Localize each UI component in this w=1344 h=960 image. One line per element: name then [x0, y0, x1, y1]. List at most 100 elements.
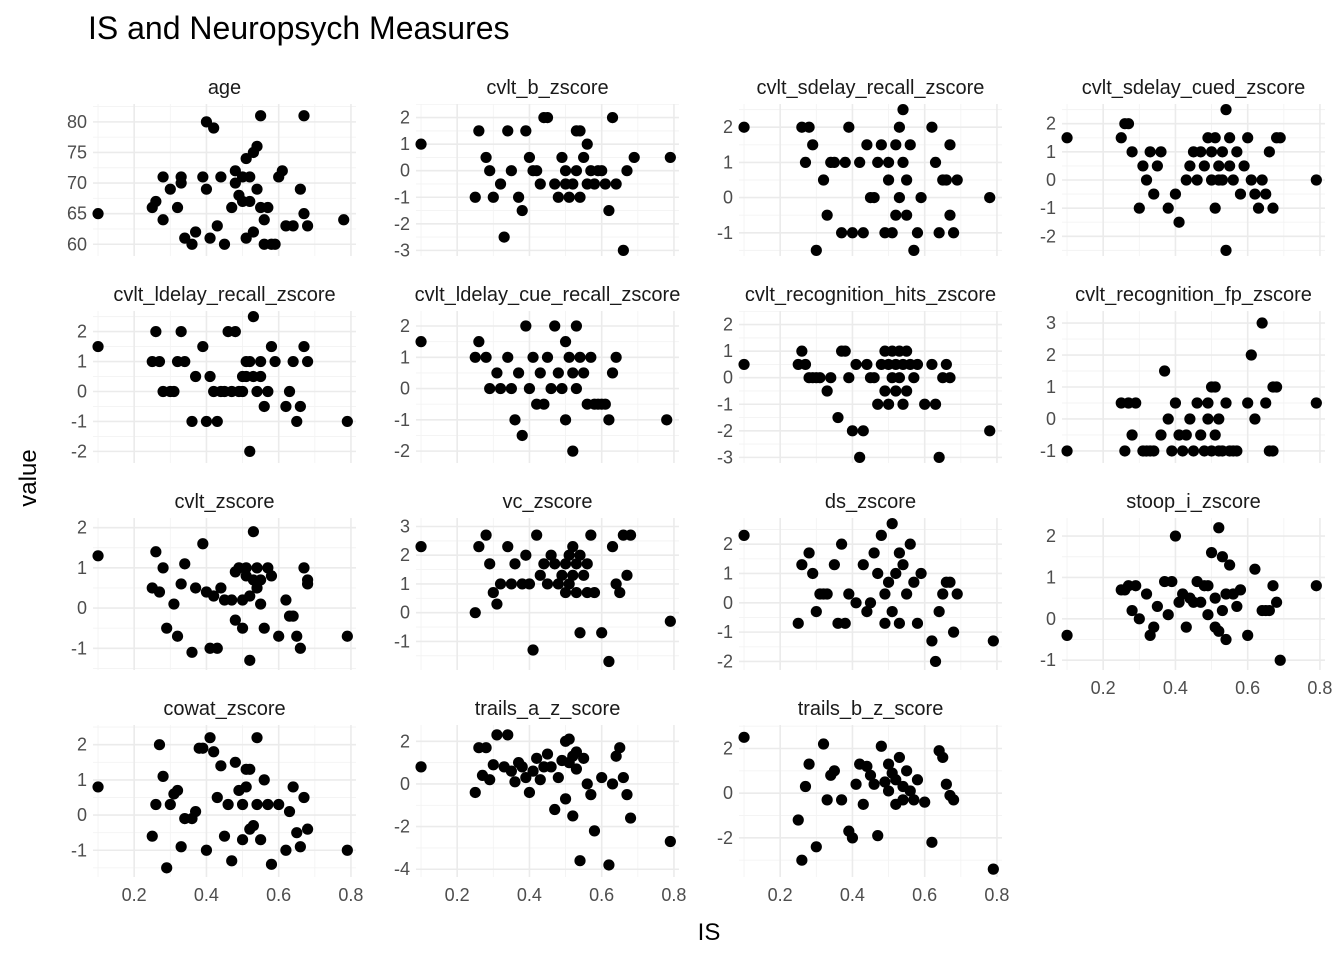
data-point: [821, 209, 833, 221]
data-point: [298, 562, 310, 574]
data-point: [1213, 160, 1225, 172]
data-point: [161, 862, 173, 874]
data-point: [570, 320, 583, 332]
data-point: [1202, 413, 1214, 425]
data-point: [1162, 202, 1174, 214]
data-point: [929, 156, 942, 169]
x-tick-label: 0.8: [338, 885, 363, 905]
data-point: [509, 558, 521, 570]
data-point: [617, 771, 629, 784]
data-point: [473, 125, 485, 137]
data-point: [92, 781, 104, 793]
x-tick-label: 0.2: [445, 885, 470, 905]
y-tick-label: 2: [723, 315, 733, 335]
facet-gridlines: [416, 104, 679, 256]
y-tick-label: 2: [400, 108, 410, 128]
x-tick-label: 0.2: [768, 885, 793, 905]
data-point: [581, 138, 593, 150]
data-point: [1274, 654, 1286, 666]
data-point: [843, 372, 855, 384]
y-tick-label: -1: [394, 631, 410, 651]
data-point: [280, 400, 292, 413]
data-point: [893, 121, 906, 133]
y-tick-label: 0: [723, 783, 733, 803]
data-point: [864, 769, 877, 781]
data-point: [559, 165, 572, 177]
data-point: [298, 110, 310, 122]
y-tick-label: 75: [67, 142, 87, 162]
data-point: [480, 151, 492, 164]
y-tick-label: 0: [1046, 170, 1056, 190]
data-point: [189, 582, 202, 594]
data-point: [1231, 445, 1243, 457]
data-point: [505, 578, 517, 590]
data-point: [861, 358, 873, 371]
data-point: [484, 382, 496, 395]
data-point: [1202, 609, 1214, 621]
data-point: [850, 597, 862, 609]
facet-panel: cvlt_sdelay_cued_zscore -2 -1 0 1 2: [1040, 77, 1325, 256]
data-point: [1166, 445, 1178, 457]
facet-points: [1061, 104, 1322, 256]
data-point: [1245, 349, 1257, 361]
data-point: [1198, 160, 1210, 172]
data-point: [276, 165, 288, 177]
data-point: [1158, 365, 1171, 377]
data-point: [559, 793, 572, 805]
y-tick-label: 0: [400, 161, 410, 181]
data-point: [469, 351, 481, 363]
data-point: [603, 414, 615, 426]
data-point: [244, 355, 256, 368]
data-point: [947, 626, 960, 638]
data-point: [197, 340, 209, 353]
data-point: [269, 355, 281, 368]
data-point: [1130, 580, 1142, 592]
data-point: [240, 781, 252, 793]
data-point: [469, 607, 481, 619]
data-point: [901, 385, 913, 397]
data-point: [1133, 202, 1145, 214]
data-point: [1242, 629, 1254, 641]
data-point: [944, 139, 956, 151]
data-point: [494, 178, 507, 190]
data-point: [1209, 429, 1221, 441]
data-point: [1169, 397, 1182, 409]
data-point: [861, 139, 873, 151]
facet-strip-label: stoop_i_zscore: [1126, 491, 1261, 513]
data-point: [574, 191, 586, 203]
facet-panel: trails_b_z_score -2 0 2 0.2 0.4 0.6 0.8: [717, 698, 1009, 905]
data-point: [984, 191, 996, 204]
data-point: [280, 844, 292, 856]
data-point: [664, 835, 676, 848]
data-point: [1205, 547, 1218, 559]
data-point: [265, 570, 278, 582]
y-tick-label: 2: [400, 731, 410, 751]
data-point: [552, 578, 564, 590]
facet-gridlines: [739, 725, 1002, 877]
data-point: [153, 739, 166, 751]
data-point: [803, 547, 815, 559]
data-point: [491, 729, 503, 741]
data-point: [171, 201, 184, 214]
data-point: [610, 351, 622, 363]
data-point: [1061, 445, 1073, 457]
facet-gridlines: [739, 311, 1002, 463]
data-point: [940, 778, 952, 790]
y-tick-label: 1: [1046, 142, 1056, 162]
data-point: [1187, 445, 1200, 457]
data-point: [226, 201, 238, 214]
data-point: [491, 598, 503, 610]
data-point: [951, 174, 963, 186]
data-point: [1122, 118, 1135, 130]
data-point: [269, 238, 281, 250]
data-point: [1205, 146, 1218, 158]
facet-panel: cvlt_sdelay_recall_zscore -1 0 1 2: [717, 77, 1002, 256]
y-tick-label: 2: [723, 739, 733, 759]
data-point: [215, 171, 227, 183]
facet-grid: age6065707580cvlt_b_zscore-3-2-1012cvlt_…: [67, 77, 1332, 905]
data-point: [175, 841, 187, 853]
data-point: [897, 559, 909, 571]
y-tick-label: 3: [1046, 313, 1056, 333]
facet-strip-label: cvlt_recognition_hits_zscore: [745, 284, 996, 306]
data-point: [947, 227, 960, 239]
